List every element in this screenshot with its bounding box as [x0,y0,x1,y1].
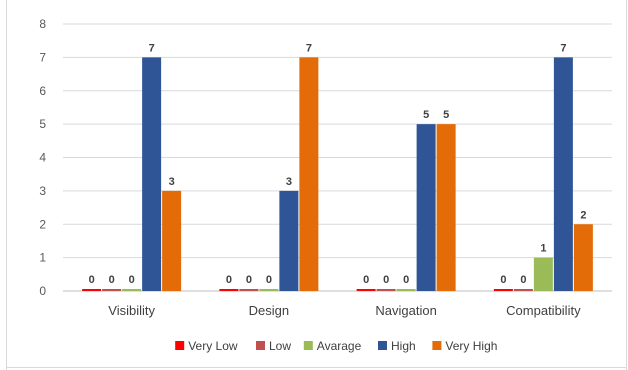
data-label: 5 [443,109,449,121]
y-tick-label: 5 [39,117,46,131]
y-tick-label: 6 [39,84,46,98]
y-tick-label: 1 [39,251,46,265]
bar [493,289,513,291]
legend-label: Very High [445,339,497,353]
data-label: 5 [423,109,429,121]
data-label: 0 [109,274,115,286]
data-label: 0 [520,274,526,286]
legend-swatch [256,341,265,350]
legend-swatch [432,341,442,350]
bar [299,57,319,291]
bar [142,57,162,291]
data-label: 0 [129,274,135,286]
y-tick-label: 4 [39,151,46,165]
legend-label: High [391,339,416,353]
bar [82,289,102,291]
data-label: 7 [306,42,312,54]
bar [259,289,279,291]
bar [553,57,573,291]
data-label: 0 [266,274,272,286]
bar [376,289,396,291]
data-label: 0 [246,274,252,286]
data-label: 0 [363,274,369,286]
bar [533,257,553,291]
bar [416,124,436,291]
legend-swatch [303,341,313,350]
y-tick-label: 3 [39,184,46,198]
bar [279,190,299,291]
x-tick-label: Visibility [108,303,155,318]
y-tick-label: 2 [39,217,46,231]
bar [122,289,142,291]
y-tick-label: 7 [39,50,46,64]
chart-frame-right [626,0,627,370]
y-tick-label: 8 [39,17,46,31]
bar [162,190,182,291]
legend-label: Very Low [188,339,238,353]
data-label: 1 [540,243,546,255]
bar [219,289,239,291]
bar [513,289,533,291]
y-tick-label: 0 [39,284,46,298]
data-label: 0 [403,274,409,286]
data-label: 7 [149,42,155,54]
x-tick-label: Design [249,303,289,318]
bar [396,289,416,291]
data-label: 0 [500,274,506,286]
data-label: 0 [89,274,95,286]
bar [356,289,376,291]
bar [573,224,593,291]
chart-frame-left [6,0,7,370]
chart-frame-bottom [6,367,627,368]
x-tick-label: Compatibility [506,303,581,318]
legend-label: Low [269,339,291,353]
legend-label: Avarage [317,339,362,353]
data-label: 7 [560,42,566,54]
data-label: 3 [169,176,175,188]
legend-swatch [175,341,185,350]
bar [239,289,259,291]
data-label: 0 [383,274,389,286]
data-label: 3 [286,176,292,188]
data-label: 0 [226,274,232,286]
legend-swatch [378,341,387,350]
x-tick-label: Navigation [375,303,436,318]
data-label: 2 [580,209,586,221]
bar [102,289,122,291]
bar [436,124,456,291]
